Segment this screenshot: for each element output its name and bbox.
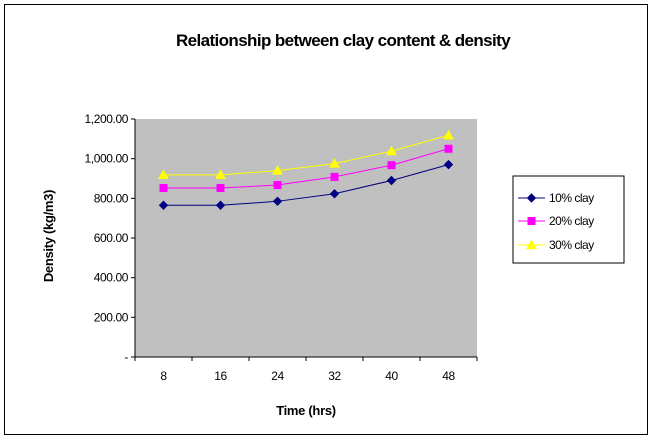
data-point: [443, 159, 454, 170]
data-point: [273, 181, 282, 190]
legend-marker: [526, 239, 537, 250]
legend-label: 10% clay: [549, 191, 594, 205]
data-point: [329, 158, 340, 168]
data-point: [444, 144, 453, 153]
data-point: [272, 165, 283, 175]
series-line: [163, 134, 449, 176]
data-point: [215, 200, 226, 210]
y-tick-label: 600.00: [94, 231, 129, 245]
series-line: [163, 164, 449, 206]
series-layer: [158, 129, 454, 210]
data-point: [329, 189, 340, 199]
y-tick-label: -: [124, 350, 128, 364]
y-tick-label: 400.00: [94, 271, 129, 285]
legend-item: 10% clay: [518, 191, 595, 205]
x-tick-label: 24: [271, 369, 284, 383]
data-point: [387, 161, 396, 170]
data-point: [272, 196, 283, 207]
x-tick-label: 48: [442, 369, 455, 383]
series-line: [163, 148, 449, 189]
x-tick-label: 8: [160, 369, 167, 383]
x-tick-label: 40: [385, 369, 398, 383]
series-3: [158, 129, 454, 180]
x-tick-label: 16: [214, 369, 227, 383]
y-tick-label: 200.00: [94, 310, 129, 324]
data-point: [158, 169, 169, 180]
data-point: [215, 169, 226, 180]
data-point: [386, 145, 397, 156]
series-1: [158, 159, 454, 210]
legend-marker: [526, 193, 537, 203]
legend-label: 20% clay: [549, 214, 594, 228]
legend-marker: [527, 217, 536, 225]
y-tick-label: 800.00: [94, 191, 129, 205]
y-tick-label: 1,200.00: [84, 112, 128, 126]
x-axis-ticks: 8 16 24 32 40 48: [134, 357, 478, 383]
chart-title: Relationship between clay content & dens…: [176, 31, 511, 50]
y-axis-ticks: - 200.00 400.00 600.00 800.00 1,000.00 1,200.0…: [84, 112, 135, 364]
series-2: [159, 144, 453, 193]
data-point: [386, 175, 397, 186]
data-point: [216, 184, 225, 193]
data-point: [330, 172, 339, 181]
data-point: [159, 184, 168, 193]
chart: Relationship between clay content & dens…: [41, 31, 625, 418]
legend-item: 30% clay: [518, 238, 595, 252]
plot-area: [135, 119, 477, 357]
x-axis-title: Time (hrs): [276, 403, 336, 418]
data-point: [158, 200, 169, 210]
y-tick-label: 1,000.00: [84, 152, 128, 166]
y-axis-title: Density (kg/m3): [41, 190, 56, 282]
data-point: [443, 129, 454, 140]
x-tick-label: 32: [328, 369, 341, 383]
legend-item: 20% clay: [518, 214, 595, 228]
legend: 10% clay 20% clay 30% clay: [512, 175, 625, 264]
chart-frame: Relationship between clay content & dens…: [4, 4, 648, 435]
legend-label: 30% clay: [549, 238, 594, 252]
